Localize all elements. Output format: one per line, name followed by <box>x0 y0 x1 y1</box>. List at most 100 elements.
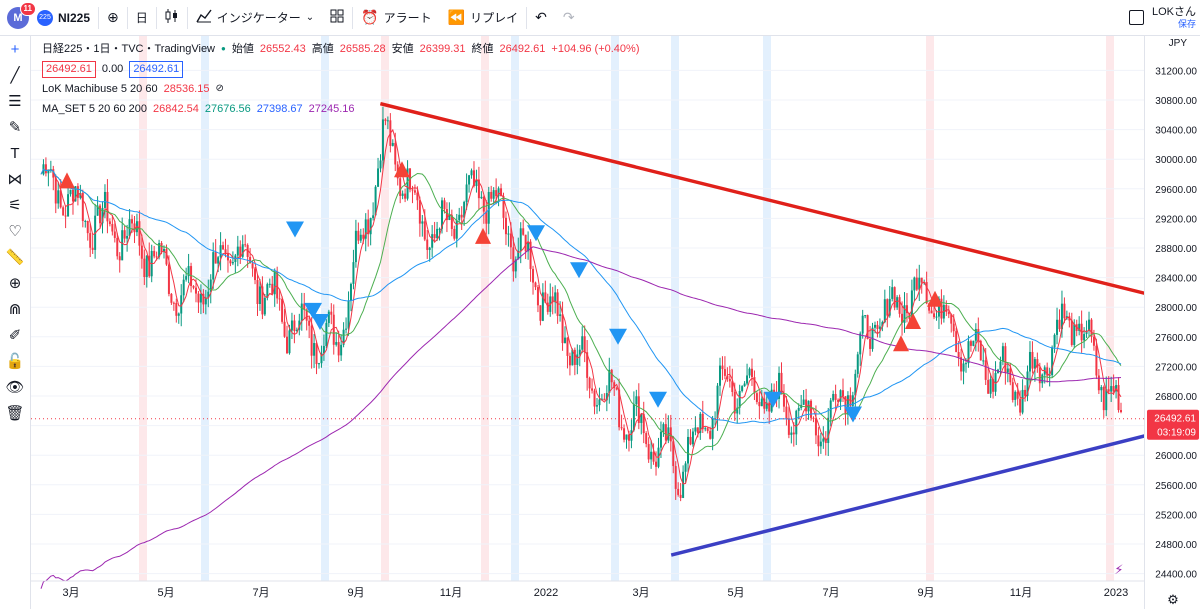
compare-button[interactable]: ⊕ <box>99 0 127 35</box>
candle-body <box>937 298 940 317</box>
candle-body <box>532 268 535 283</box>
time-tick-label: 9月 <box>917 587 934 599</box>
candle-body <box>618 389 621 428</box>
delete-tool[interactable]: 🗑 <box>0 400 30 426</box>
price-tick-label: 30000.00 <box>1155 155 1197 166</box>
price-chart[interactable]: 3月 5月 7月 9月 11月 2022 3月 5月 7月 9月 11月 2023 ⚡ <box>31 36 1144 609</box>
candle-body <box>664 424 667 441</box>
candle-body <box>431 234 434 248</box>
candle-body <box>330 311 333 315</box>
brush-tool[interactable]: ✎ <box>0 114 30 140</box>
undo-button[interactable]: ↶ <box>527 0 555 35</box>
candle-body <box>313 343 316 356</box>
fib-tool[interactable]: ☰ <box>0 88 30 114</box>
ruler-tool[interactable]: 📏 <box>0 244 30 270</box>
candle-body <box>118 256 121 261</box>
trendline-tool[interactable]: ╱ <box>0 62 30 88</box>
candle-body <box>258 286 261 305</box>
brush-icon: ✎ <box>8 119 22 136</box>
text-tool[interactable]: T <box>0 140 30 166</box>
layouts-button[interactable] <box>322 0 352 35</box>
candle-body <box>819 441 822 447</box>
lock-tool[interactable]: 🔓 <box>0 348 30 374</box>
hide-tool[interactable]: 👁 <box>0 374 30 400</box>
legend-indicator-2[interactable]: MA_SET 5 20 60 200 26842.54 27676.56 273… <box>42 99 640 119</box>
candle-body <box>608 369 611 394</box>
time-tick-label: 11月 <box>440 587 462 599</box>
interval-button[interactable]: 日 <box>128 0 156 35</box>
pattern-tool[interactable]: ⋈ <box>0 166 30 192</box>
candle-body <box>116 237 119 257</box>
zoom-tool[interactable]: ⊕ <box>0 270 30 296</box>
candle-body <box>1009 368 1012 383</box>
candle-body <box>185 276 188 280</box>
crosshair-icon: + <box>10 40 20 58</box>
ask-box[interactable]: 26492.61 <box>129 60 184 78</box>
candle-body <box>573 349 576 365</box>
candle-body <box>254 268 257 281</box>
high-value: 26585.28 <box>339 43 386 55</box>
indicators-button[interactable]: インジケーター ⌄ <box>188 0 322 35</box>
candle-body <box>91 247 94 250</box>
bid-box[interactable]: 26492.61 <box>42 60 96 78</box>
candle-body <box>817 435 820 447</box>
candle-body <box>89 233 92 248</box>
ma5-line <box>40 128 1122 485</box>
symbol-search[interactable]: 225 NI225 <box>29 0 98 35</box>
user-menu[interactable]: LOKさん 保存 <box>1152 6 1196 30</box>
candle-body <box>468 175 471 185</box>
divider <box>98 6 100 29</box>
candle-body <box>182 279 185 296</box>
candle-body <box>418 200 421 224</box>
magnet-tool[interactable]: ⋒ <box>0 296 30 322</box>
user-avatar[interactable]: M 11 <box>7 1 36 29</box>
candle-body <box>691 431 694 445</box>
redo-icon: ↷ <box>562 9 575 25</box>
chart-type-button[interactable] <box>157 0 187 35</box>
candle-body <box>357 230 360 241</box>
crosshair-tool[interactable]: + <box>0 36 30 62</box>
candle-body <box>726 375 729 379</box>
candle-body <box>854 373 857 396</box>
candle-body <box>1004 346 1007 373</box>
candle-body <box>637 396 640 423</box>
prediction-tool[interactable]: ⚟ <box>0 192 30 218</box>
candle-body <box>640 413 643 423</box>
candle-body <box>881 322 884 327</box>
candle-body <box>160 243 163 252</box>
candle-body <box>495 190 498 197</box>
candle-body <box>994 372 997 392</box>
candle-body <box>492 190 495 199</box>
candle-body <box>207 291 210 298</box>
candle-body <box>962 363 965 372</box>
candle-body <box>706 428 709 431</box>
candle-body <box>217 257 220 264</box>
candle-body <box>197 293 200 303</box>
candle-body <box>268 283 271 285</box>
price-tick-label: 28800.00 <box>1155 244 1197 255</box>
candle-body <box>121 230 124 261</box>
layout-checkbox[interactable] <box>1128 10 1144 25</box>
candle-body <box>219 245 222 258</box>
candle-body <box>1063 303 1066 319</box>
spread-value: 0.00 <box>101 63 124 75</box>
redo-button[interactable]: ↷ <box>555 0 583 35</box>
replay-button[interactable]: ⏪ リプレイ <box>440 0 526 35</box>
alert-button[interactable]: ⏰ アラート <box>353 0 439 35</box>
stay-drawing-tool[interactable]: ✐ <box>0 322 30 348</box>
candle-body <box>760 398 763 407</box>
favorites-tool[interactable]: ♡ <box>0 218 30 244</box>
price-axis[interactable]: JPY 31200.00 30800.00 30400.00 30000.00 29600… <box>1144 36 1200 609</box>
candle-body <box>1051 347 1054 376</box>
candle-body <box>187 266 190 277</box>
candle-body <box>500 188 503 197</box>
candle-body <box>677 488 680 495</box>
candle-body <box>337 342 340 356</box>
candle-body <box>539 305 542 321</box>
candle-body <box>502 196 505 218</box>
candle-body <box>374 186 377 216</box>
candle-body <box>310 325 313 356</box>
sell-signal-marker <box>570 262 588 279</box>
legend-indicator-1[interactable]: LoK Machibuse 5 20 60 28536.15 ⊘ <box>42 79 640 99</box>
candle-body <box>933 313 936 318</box>
